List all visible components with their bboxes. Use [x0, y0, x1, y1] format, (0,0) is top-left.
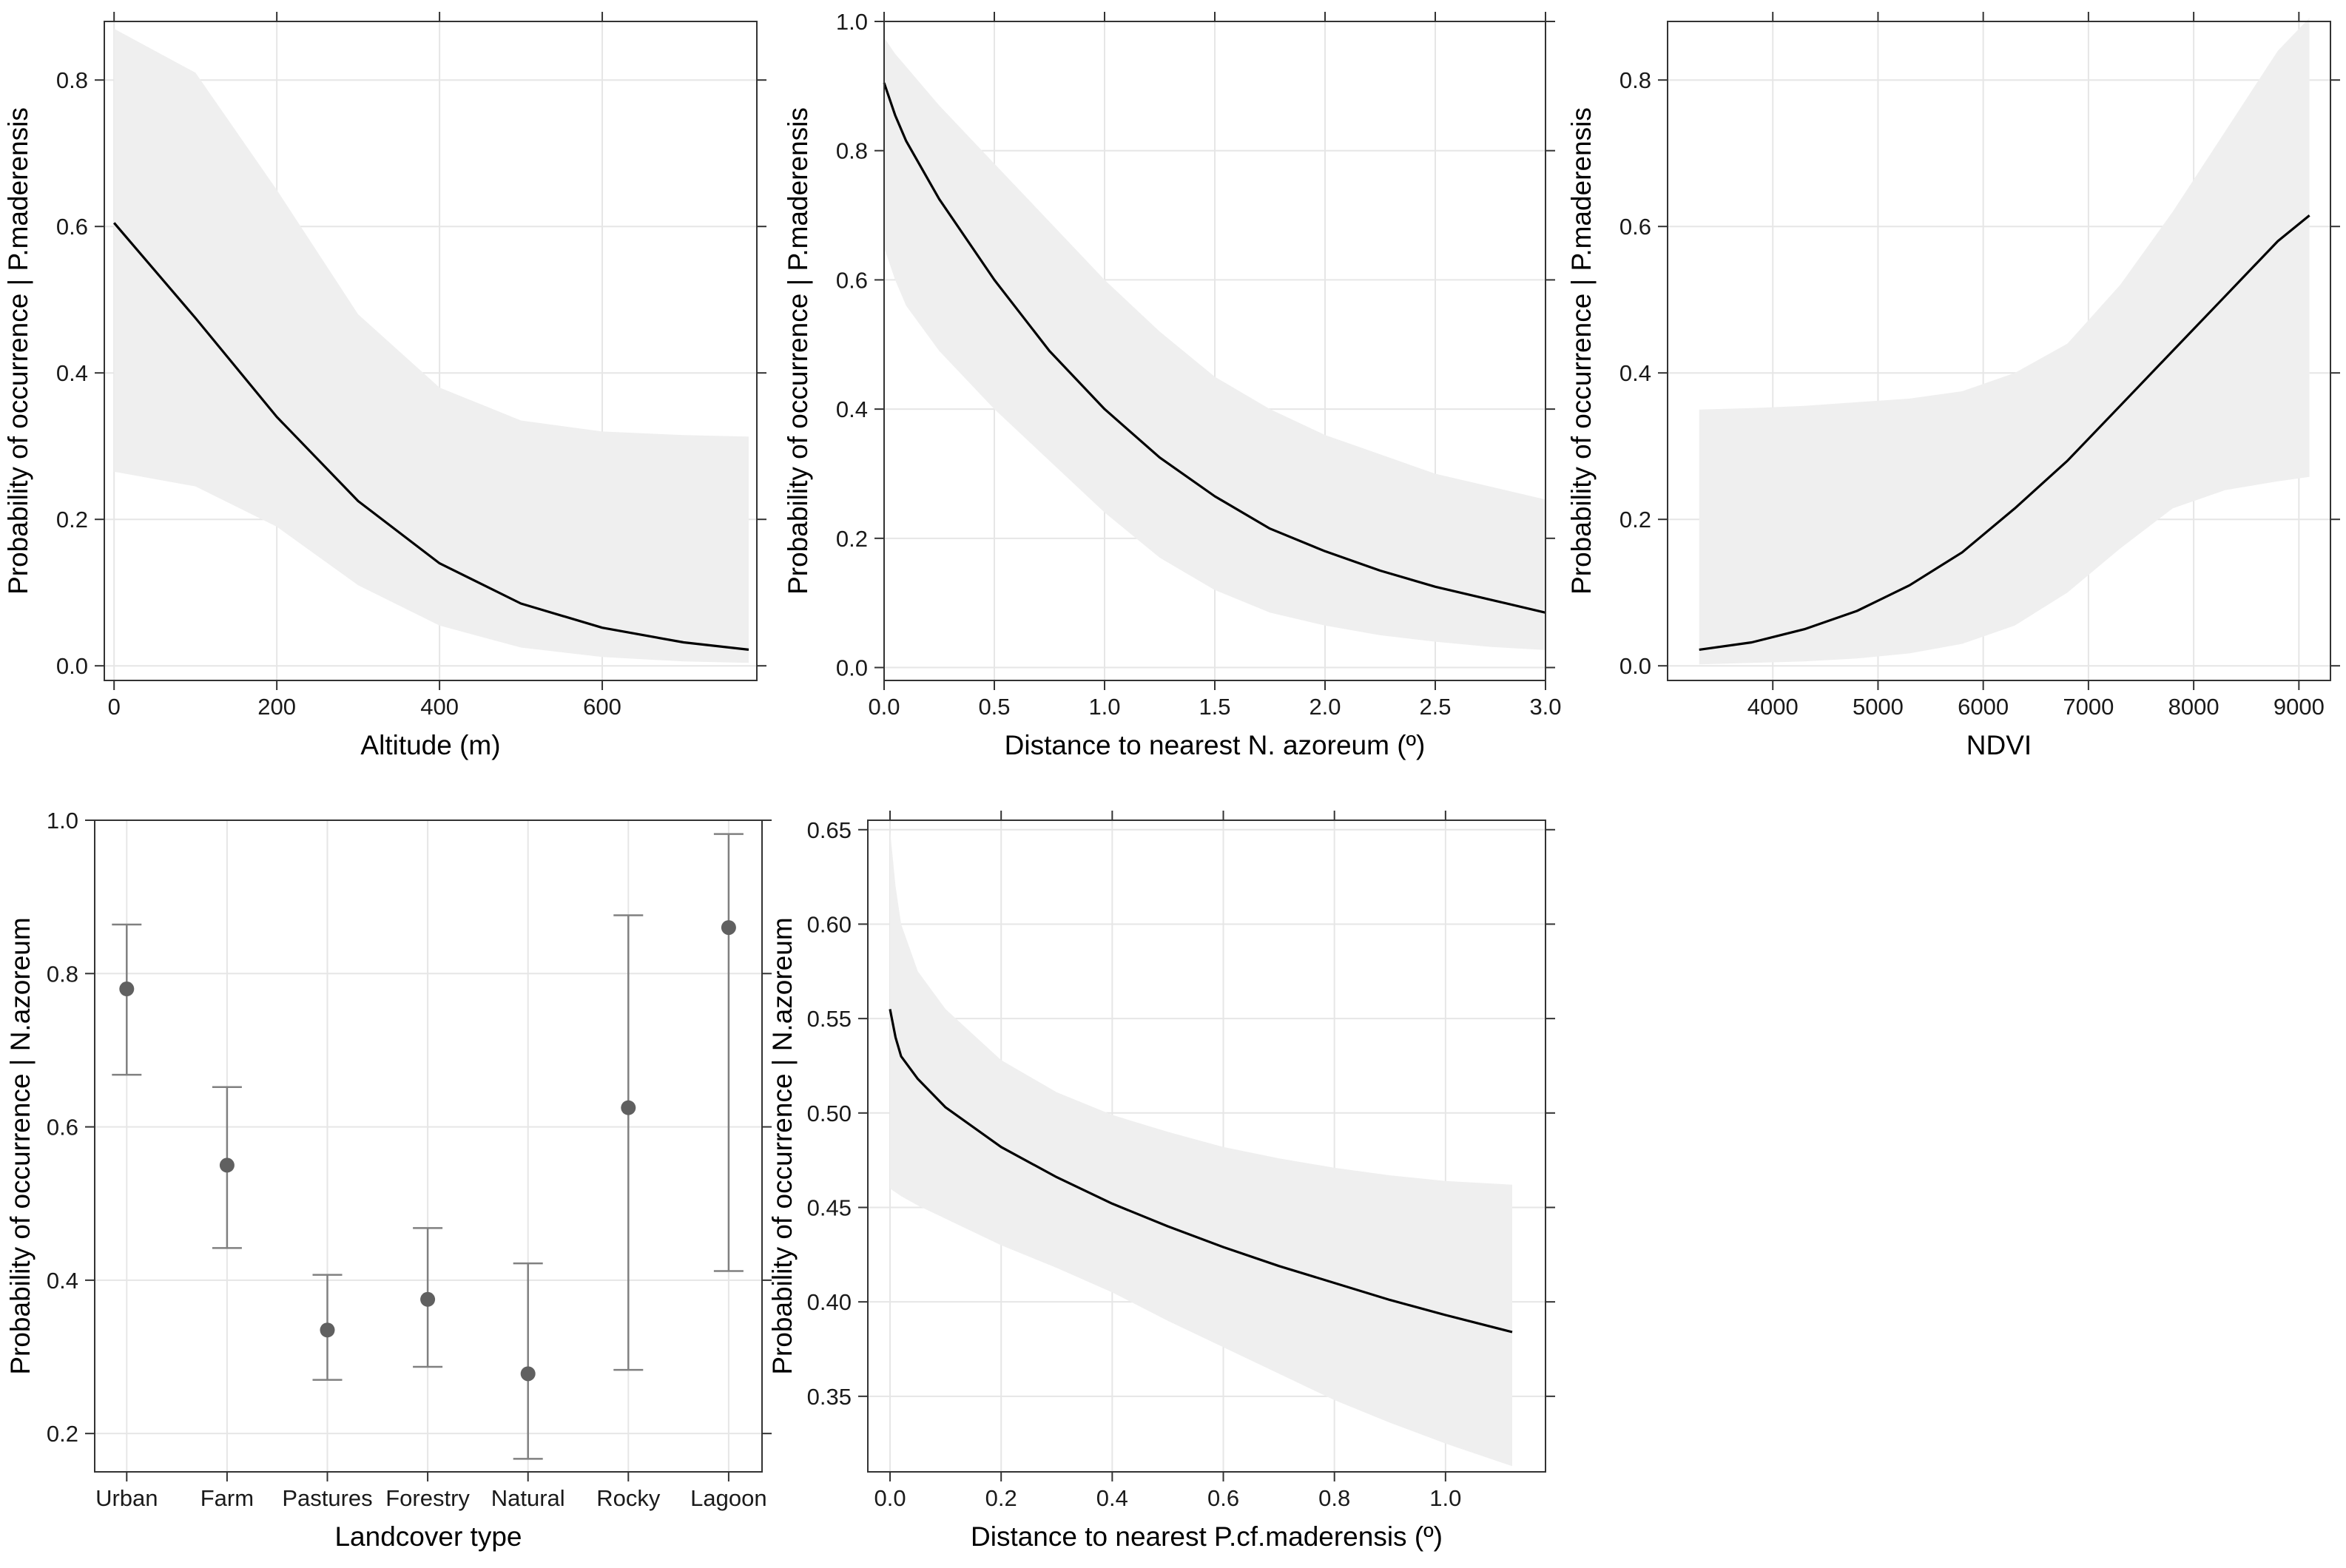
y-tick-label: 0.50 — [807, 1101, 852, 1126]
y-tick-label: 0.6 — [836, 267, 868, 293]
x-tick-label: 0.0 — [874, 1485, 906, 1511]
y-tick-label: 0.8 — [1619, 67, 1651, 93]
y-tick-label: 0.35 — [807, 1384, 852, 1410]
y-tick-label: 0.8 — [47, 961, 78, 987]
confidence-band — [1699, 18, 2310, 665]
confidence-band — [890, 829, 1512, 1467]
x-tick-label: 9000 — [2273, 694, 2325, 720]
confidence-band — [114, 28, 749, 663]
y-tick-label: 0.65 — [807, 817, 852, 843]
x-tick-label: 3.0 — [1529, 694, 1561, 720]
x-tick-label: 400 — [420, 694, 459, 720]
point-farm — [219, 1158, 235, 1173]
x-tick-label: 6000 — [1958, 694, 2009, 720]
x-tick-label: Lagoon — [690, 1485, 766, 1511]
x-tick-label: 2.5 — [1419, 694, 1451, 720]
x-axis-title: Landcover type — [334, 1521, 522, 1552]
x-axis-title: Altitude (m) — [360, 730, 500, 760]
x-tick-label: Natural — [491, 1485, 565, 1511]
x-axis-title: Distance to nearest P.cf.maderensis (º) — [971, 1521, 1443, 1552]
point-pastures — [320, 1322, 335, 1338]
y-tick-label: 0.45 — [807, 1194, 852, 1220]
fit-line — [883, 82, 1546, 614]
x-tick-label: Urban — [95, 1485, 158, 1511]
panel-altitude: 0 200 400 600 0.0 0.2 0.4 0.6 0.8 Altitude (m) Pro… — [3, 12, 766, 760]
point-rocky — [621, 1100, 636, 1115]
x-tick-label: Forestry — [385, 1485, 470, 1511]
y-axis-title: Probability of occurrence | P.maderensis — [1566, 107, 1597, 595]
x-tick-label: Farm — [200, 1485, 254, 1511]
y-axis-title: Probability of occurrence | N.azoreum — [5, 917, 36, 1374]
y-tick-label: 0.4 — [836, 396, 868, 422]
y-axis-title: Probability of occurrence | P.maderensis — [783, 107, 813, 595]
panel-dist_azoreum: 0.0 0.5 1.0 1.5 2.0 2.5 3.0 0.0 0.2 0.4 0.6 0.8 1.0 D… — [783, 9, 1562, 760]
panel-frame — [104, 21, 758, 681]
y-tick-label: 0.2 — [56, 507, 88, 533]
y-tick-label: 0.8 — [56, 67, 88, 93]
y-tick-label: 0.8 — [836, 138, 868, 164]
x-tick-label: 7000 — [2063, 694, 2114, 720]
x-tick-label: 0.8 — [1318, 1485, 1350, 1511]
x-tick-label: 2.0 — [1309, 694, 1341, 720]
x-tick-label: 1.0 — [1088, 694, 1120, 720]
x-tick-label: 0.4 — [1096, 1485, 1128, 1511]
x-tick-label: 0.6 — [1207, 1485, 1239, 1511]
x-tick-label: 1.0 — [1429, 1485, 1461, 1511]
x-tick-label: 200 — [257, 694, 296, 720]
x-tick-label: 0 — [108, 694, 121, 720]
y-tick-label: 0.6 — [1619, 214, 1651, 240]
x-axis-title: Distance to nearest N. azoreum (º) — [1005, 730, 1426, 760]
x-tick-label: 8000 — [2168, 694, 2219, 720]
y-tick-label: 1.0 — [47, 808, 78, 834]
y-tick-label: 0.4 — [56, 360, 88, 386]
x-tick-label: 0.2 — [985, 1485, 1017, 1511]
fit-line — [889, 1009, 1513, 1334]
panel-frame — [867, 820, 1546, 1473]
panel-dist_maderensis: 0.0 0.2 0.4 0.6 0.8 1.0 0.35 0.40 0.45 0.50 0.55 0.… — [767, 811, 1555, 1552]
x-tick-label: 0.0 — [868, 694, 900, 720]
point-natural — [520, 1366, 536, 1382]
confidence-band — [884, 37, 1546, 650]
x-tick-label: 0.5 — [978, 694, 1010, 720]
y-tick-label: 0.0 — [1619, 653, 1651, 679]
panel-landcover: Urban Farm Pastures Forestry Natural Rocky Lag… — [5, 808, 772, 1552]
panel-ndvi: 4000 5000 6000 7000 8000 9000 0.0 0.2 0.4 0.6 0.8 N… — [1566, 12, 2340, 760]
point-lagoon — [721, 920, 736, 936]
x-tick-label: 1.5 — [1199, 694, 1230, 720]
x-tick-label: 5000 — [1853, 694, 1904, 720]
y-tick-label: 1.0 — [836, 9, 868, 35]
y-tick-label: 0.40 — [807, 1289, 852, 1315]
y-tick-label: 0.4 — [1619, 360, 1651, 386]
fit-line — [1699, 214, 2310, 651]
y-tick-label: 0.0 — [56, 653, 88, 679]
panel-frame — [1667, 21, 2331, 681]
x-tick-label: 4000 — [1747, 694, 1799, 720]
y-tick-label: 0.4 — [47, 1268, 78, 1294]
y-tick-label: 0.6 — [47, 1115, 78, 1140]
y-axis-title: Probability of occurrence | P.maderensis — [3, 107, 33, 595]
point-urban — [119, 981, 135, 997]
point-forestry — [420, 1291, 436, 1307]
x-axis-title: NDVI — [1966, 730, 2032, 760]
x-tick-label: 600 — [583, 694, 621, 720]
fit-line — [112, 222, 749, 651]
y-tick-label: 0.6 — [56, 214, 88, 240]
y-tick-label: 0.2 — [47, 1421, 78, 1447]
y-tick-label: 0.55 — [807, 1006, 852, 1032]
y-tick-label: 0.0 — [836, 655, 868, 681]
y-tick-label: 0.2 — [836, 526, 868, 552]
y-tick-label: 0.60 — [807, 911, 852, 937]
x-tick-label: Pastures — [282, 1485, 372, 1511]
y-axis-title: Probability of occurrence | N.azoreum — [767, 917, 798, 1374]
x-tick-label: Rocky — [596, 1485, 661, 1511]
y-tick-label: 0.2 — [1619, 507, 1651, 533]
